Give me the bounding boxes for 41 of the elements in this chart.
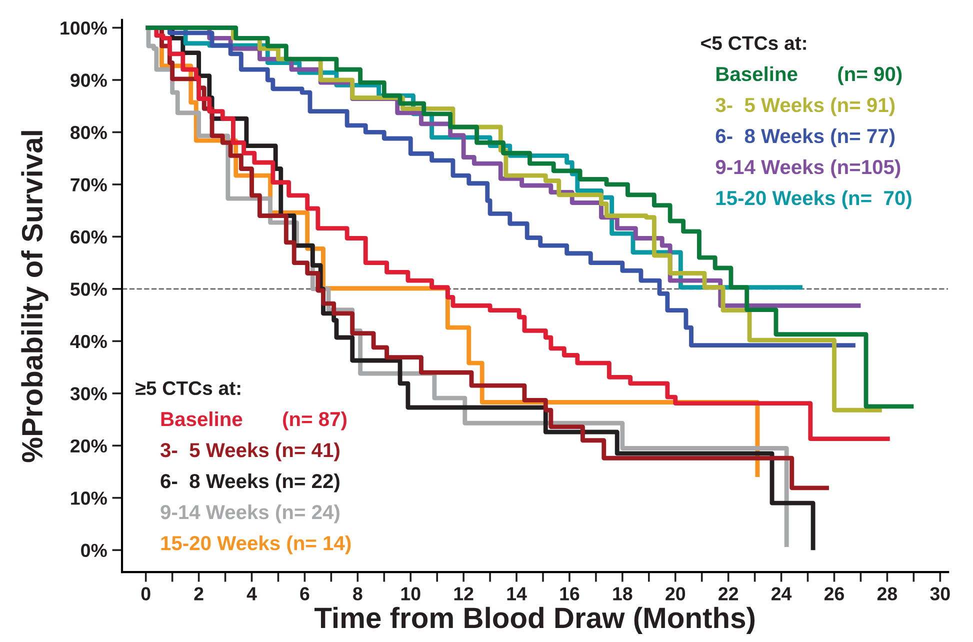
text: ≥5 CTCs at: xyxy=(136,381,240,396)
x-tick-label: 0 xyxy=(141,587,150,600)
x-tick-label: 26 xyxy=(824,587,844,600)
x-tick-label: 16 xyxy=(560,587,580,600)
y-tick-label: 80% xyxy=(70,126,107,140)
y-axis-title: %Probability of Survival xyxy=(21,131,48,462)
y-tick-label: 60% xyxy=(70,230,107,244)
x-tick-label: 24 xyxy=(772,587,792,600)
y-tick-label: 20% xyxy=(70,439,107,453)
x-tick-label: 20 xyxy=(666,587,686,600)
y-tick-label: 50% xyxy=(70,282,107,296)
y-tick-label: 40% xyxy=(70,334,107,348)
x-tick-label: 2 xyxy=(194,587,204,600)
y-tick-label: 10% xyxy=(71,492,107,505)
y-tick-label: 90% xyxy=(70,74,107,87)
text: 15-20 Weeks (n= 14) xyxy=(161,535,351,554)
text: 9-14 Weeks (n= 24) xyxy=(160,504,340,524)
text: Baseline (n= 90) xyxy=(716,66,902,86)
x-tick-label: 6 xyxy=(300,587,310,600)
text: <5 CTCs at: xyxy=(701,36,806,50)
x-tick-label: 18 xyxy=(613,587,632,600)
x-tick-label: 4 xyxy=(246,587,257,600)
text: 15-20 Weeks (n= 70) xyxy=(716,190,912,210)
y-tick-label: 70% xyxy=(70,178,107,192)
text: 6- 8 Weeks (n= 77) xyxy=(716,128,895,148)
x-tick-label: 22 xyxy=(718,587,738,600)
text: 3- 5 Weeks (n= 41) xyxy=(160,442,340,462)
text: 3- 5 Weeks (n= 91) xyxy=(716,97,895,116)
y-tick-label: 30% xyxy=(70,387,107,400)
text: Baseline (n= 87) xyxy=(161,411,346,430)
x-axis-title: Time from Blood Draw (Months) xyxy=(314,606,755,634)
y-tick-label: 0% xyxy=(81,544,107,558)
x-tick-label: 8 xyxy=(353,587,362,600)
x-tick-label: 10 xyxy=(401,587,420,600)
y-tick-label: 100% xyxy=(60,21,107,35)
text: 6- 8 Weeks (n= 22) xyxy=(160,473,340,492)
x-tick-label: 28 xyxy=(877,587,898,600)
text: 9-14 Weeks (n=105) xyxy=(716,159,900,178)
x-tick-label: 12 xyxy=(454,587,474,600)
x-tick-label: 30 xyxy=(930,587,950,600)
x-tick-label: 14 xyxy=(507,587,527,600)
